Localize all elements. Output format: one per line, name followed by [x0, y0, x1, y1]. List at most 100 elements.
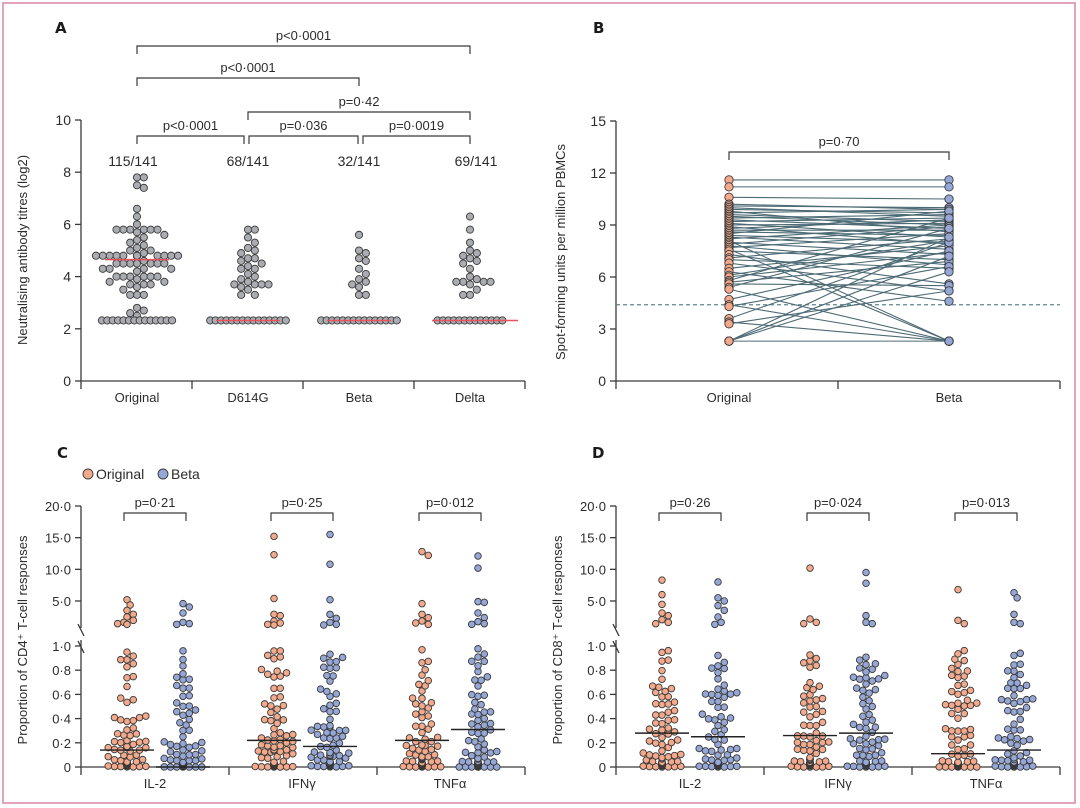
y-tick-label: 10: [55, 112, 71, 128]
data-point: [139, 280, 148, 289]
y-tick-label: 0: [64, 760, 71, 775]
data-point: [132, 303, 142, 312]
data-point: [243, 285, 253, 294]
data-point-original: [645, 725, 654, 733]
data-point-beta: [332, 690, 341, 698]
data-point: [250, 225, 259, 234]
data-point-original: [677, 750, 685, 759]
data-point-beta: [720, 718, 729, 727]
data-point-original: [941, 724, 950, 733]
data-point-original: [282, 732, 291, 740]
data-point-original: [104, 762, 112, 770]
data-point: [472, 256, 481, 265]
x-tick-label: IL-2: [144, 776, 166, 791]
data-point-original: [658, 719, 666, 728]
y-tick-label: 3: [598, 321, 606, 337]
x-tick-label: Beta: [346, 390, 374, 405]
data-point-beta: [480, 619, 489, 628]
axis-break-mark: [77, 623, 85, 637]
data-point-beta: [326, 610, 334, 619]
data-point-original: [263, 670, 272, 679]
data-point: [119, 251, 128, 260]
data-point-original: [806, 740, 814, 749]
data-point-beta: [868, 745, 877, 753]
data-point-beta: [1025, 735, 1034, 744]
paired-line: [728, 283, 950, 287]
data-point-beta: [1022, 748, 1031, 757]
data-point-original: [267, 702, 275, 710]
data-point: [132, 228, 142, 237]
data-point-beta: [179, 758, 187, 767]
data-point: [112, 251, 121, 260]
data-point-original: [132, 730, 141, 738]
data-point-original: [658, 609, 666, 617]
data-point-beta: [991, 756, 999, 764]
responder-count: 32/141: [338, 153, 381, 169]
data-point: [243, 269, 253, 279]
data-point-beta: [1010, 754, 1018, 762]
data-point-original: [123, 682, 131, 691]
data-point-beta: [179, 618, 187, 627]
data-point-original: [424, 620, 433, 629]
data-point: [153, 272, 162, 281]
data-point-beta: [198, 747, 206, 755]
data-point-beta: [1029, 695, 1037, 703]
data-point-beta: [326, 721, 334, 730]
data-point-beta: [944, 194, 954, 204]
data-point-beta: [326, 595, 334, 604]
data-point-beta: [477, 700, 485, 709]
data-point: [354, 275, 364, 284]
data-point: [354, 282, 364, 292]
data-point-beta: [994, 734, 1003, 742]
data-point-beta: [477, 676, 485, 685]
data-point-original: [658, 590, 666, 599]
data-point: [139, 264, 148, 273]
data-point-beta: [859, 712, 867, 721]
data-point: [257, 259, 266, 268]
data-point-original: [812, 661, 821, 670]
data-point-beta: [877, 748, 886, 757]
data-point-beta: [179, 609, 187, 617]
data-point-original: [421, 666, 429, 674]
paired-line: [728, 250, 950, 261]
data-point-beta: [944, 213, 954, 223]
comparison-bracket: [136, 135, 245, 144]
data-point-original: [279, 757, 288, 766]
data-point-beta: [1007, 739, 1015, 747]
data-point-original: [793, 738, 802, 747]
data-point-original: [954, 585, 962, 594]
data-point-beta: [480, 753, 489, 761]
data-point-original: [960, 727, 969, 735]
data-point-beta: [185, 702, 194, 710]
data-point: [112, 259, 121, 268]
data-point-original: [433, 742, 442, 750]
data-point-beta: [714, 651, 722, 660]
data-point-beta: [185, 603, 194, 611]
data-point: [237, 249, 246, 258]
data-point-beta: [486, 708, 495, 716]
data-point-original: [667, 738, 676, 747]
y-tick-label: 8: [63, 164, 71, 180]
data-point-original: [658, 733, 666, 742]
data-point-original: [806, 663, 814, 671]
axis-break-mark: [612, 623, 620, 637]
comparison-label: p=0·42: [339, 94, 380, 109]
data-point-original: [664, 618, 673, 627]
data-point-beta: [720, 725, 729, 734]
data-point-original: [799, 721, 808, 729]
data-point-beta: [319, 663, 328, 671]
data-point-beta: [720, 681, 729, 689]
comparison-label: p=0·012: [426, 495, 474, 510]
panel-label-b: B: [593, 19, 604, 37]
data-point: [98, 251, 107, 260]
data-point-original: [433, 757, 442, 765]
data-point-beta: [997, 762, 1006, 771]
data-point-original: [963, 757, 972, 766]
data-point-beta: [338, 653, 347, 662]
legend-swatch-original: [82, 468, 94, 480]
data-point-beta: [477, 735, 485, 743]
data-point-beta: [179, 670, 187, 678]
data-point-original: [129, 724, 138, 732]
data-point-beta: [855, 744, 864, 753]
